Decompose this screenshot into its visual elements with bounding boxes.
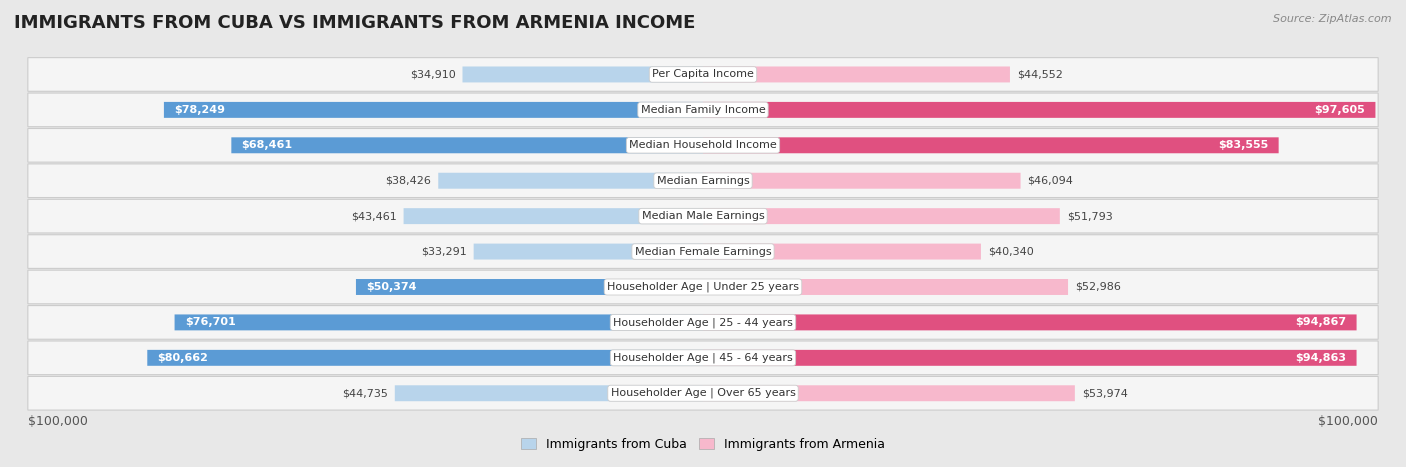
FancyBboxPatch shape xyxy=(703,137,1278,153)
Text: $100,000: $100,000 xyxy=(28,415,87,428)
Text: Per Capita Income: Per Capita Income xyxy=(652,70,754,79)
FancyBboxPatch shape xyxy=(703,385,1074,401)
Text: $100,000: $100,000 xyxy=(1319,415,1378,428)
Text: Householder Age | Over 65 years: Householder Age | Over 65 years xyxy=(610,388,796,398)
FancyBboxPatch shape xyxy=(28,305,1378,339)
Text: IMMIGRANTS FROM CUBA VS IMMIGRANTS FROM ARMENIA INCOME: IMMIGRANTS FROM CUBA VS IMMIGRANTS FROM … xyxy=(14,14,696,32)
Text: Median Earnings: Median Earnings xyxy=(657,176,749,186)
FancyBboxPatch shape xyxy=(703,173,1021,189)
FancyBboxPatch shape xyxy=(28,164,1378,198)
Text: Householder Age | 25 - 44 years: Householder Age | 25 - 44 years xyxy=(613,317,793,328)
FancyBboxPatch shape xyxy=(148,350,703,366)
FancyBboxPatch shape xyxy=(174,314,703,330)
FancyBboxPatch shape xyxy=(703,66,1010,83)
Text: $46,094: $46,094 xyxy=(1028,176,1073,186)
Text: $76,701: $76,701 xyxy=(186,318,236,327)
FancyBboxPatch shape xyxy=(28,128,1378,162)
FancyBboxPatch shape xyxy=(395,385,703,401)
Text: Median Household Income: Median Household Income xyxy=(628,140,778,150)
Text: Median Female Earnings: Median Female Earnings xyxy=(634,247,772,256)
FancyBboxPatch shape xyxy=(439,173,703,189)
Text: $51,793: $51,793 xyxy=(1067,211,1112,221)
FancyBboxPatch shape xyxy=(28,235,1378,269)
FancyBboxPatch shape xyxy=(703,208,1060,224)
Text: $68,461: $68,461 xyxy=(242,140,292,150)
Legend: Immigrants from Cuba, Immigrants from Armenia: Immigrants from Cuba, Immigrants from Ar… xyxy=(517,434,889,454)
Text: $50,374: $50,374 xyxy=(367,282,416,292)
FancyBboxPatch shape xyxy=(404,208,703,224)
Text: $94,863: $94,863 xyxy=(1295,353,1346,363)
FancyBboxPatch shape xyxy=(28,199,1378,233)
FancyBboxPatch shape xyxy=(463,66,703,83)
FancyBboxPatch shape xyxy=(703,279,1069,295)
Text: $53,974: $53,974 xyxy=(1081,388,1128,398)
FancyBboxPatch shape xyxy=(232,137,703,153)
Text: $43,461: $43,461 xyxy=(352,211,396,221)
Text: $38,426: $38,426 xyxy=(385,176,432,186)
FancyBboxPatch shape xyxy=(356,279,703,295)
Text: $52,986: $52,986 xyxy=(1076,282,1121,292)
FancyBboxPatch shape xyxy=(474,244,703,260)
Text: $78,249: $78,249 xyxy=(174,105,225,115)
Text: Median Family Income: Median Family Income xyxy=(641,105,765,115)
Text: Householder Age | Under 25 years: Householder Age | Under 25 years xyxy=(607,282,799,292)
FancyBboxPatch shape xyxy=(703,102,1375,118)
FancyBboxPatch shape xyxy=(28,57,1378,91)
Text: $97,605: $97,605 xyxy=(1315,105,1365,115)
Text: Median Male Earnings: Median Male Earnings xyxy=(641,211,765,221)
Text: $94,867: $94,867 xyxy=(1295,318,1346,327)
Text: $44,735: $44,735 xyxy=(342,388,388,398)
FancyBboxPatch shape xyxy=(165,102,703,118)
Text: Householder Age | 45 - 64 years: Householder Age | 45 - 64 years xyxy=(613,353,793,363)
FancyBboxPatch shape xyxy=(28,270,1378,304)
Text: $34,910: $34,910 xyxy=(411,70,456,79)
Text: Source: ZipAtlas.com: Source: ZipAtlas.com xyxy=(1274,14,1392,24)
FancyBboxPatch shape xyxy=(703,314,1357,330)
Text: $83,555: $83,555 xyxy=(1218,140,1268,150)
FancyBboxPatch shape xyxy=(28,376,1378,410)
Text: $80,662: $80,662 xyxy=(157,353,208,363)
FancyBboxPatch shape xyxy=(703,244,981,260)
Text: $40,340: $40,340 xyxy=(988,247,1033,256)
FancyBboxPatch shape xyxy=(28,341,1378,375)
Text: $44,552: $44,552 xyxy=(1017,70,1063,79)
FancyBboxPatch shape xyxy=(703,350,1357,366)
FancyBboxPatch shape xyxy=(28,93,1378,127)
Text: $33,291: $33,291 xyxy=(420,247,467,256)
